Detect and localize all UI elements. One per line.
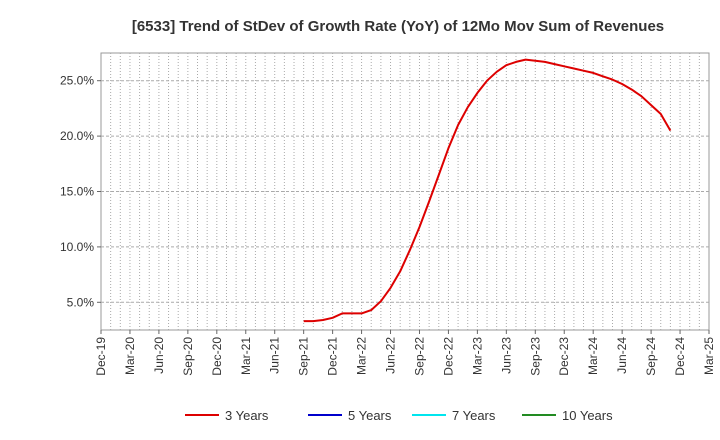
x-tick-label: Mar-22 [355,337,369,375]
grid-layer [101,53,709,330]
x-tick-label: Jun-23 [499,337,513,374]
x-tick-label: Jun-21 [268,337,282,374]
x-axis-ticks: Dec-19 Mar-20 Jun-20 Sep-20 Dec-20 Mar-21 Jun-… [94,330,716,376]
x-tick-label: Sep-22 [412,337,426,376]
x-tick-label: Dec-21 [326,337,340,376]
y-tick-label: 15.0% [60,185,94,199]
y-tick-label: 5.0% [67,295,95,309]
x-tick-label: Jun-20 [152,337,166,374]
x-tick-label: Jun-22 [384,337,398,374]
x-tick-label: Mar-23 [470,337,484,375]
x-tick-label: Dec-23 [557,337,571,376]
x-tick-label: Mar-20 [123,337,137,375]
y-tick-label: 25.0% [60,74,94,88]
series-line-3-years [303,58,672,323]
x-tick-label: Dec-22 [441,337,455,376]
legend: 3 Years 5 Years 7 Years 10 Years [185,408,613,423]
y-axis-ticks: 5.0% 10.0% 15.0% 20.0% 25.0% [60,74,101,309]
legend-label-7-years: 7 Years [452,408,496,423]
x-tick-label: Mar-21 [239,337,253,375]
y-tick-label: 20.0% [60,129,94,143]
chart-title: [6533] Trend of StDev of Growth Rate (Yo… [132,18,664,35]
legend-label-5-years: 5 Years [348,408,392,423]
x-tick-label: Jun-24 [615,337,629,374]
x-tick-label: Dec-19 [94,337,108,376]
x-tick-label: Sep-21 [297,337,311,376]
x-tick-label: Mar-24 [586,337,600,375]
x-tick-label: Mar-25 [702,337,716,375]
x-tick-label: Sep-20 [181,337,195,376]
x-tick-label: Sep-24 [644,337,658,376]
y-tick-label: 10.0% [60,240,94,254]
x-tick-label: Dec-20 [210,337,224,376]
x-tick-label: Dec-24 [673,337,687,376]
series-layer [303,58,672,323]
x-tick-label: Sep-23 [528,337,542,376]
legend-label-3-years: 3 Years [225,408,269,423]
legend-label-10-years: 10 Years [562,408,613,423]
